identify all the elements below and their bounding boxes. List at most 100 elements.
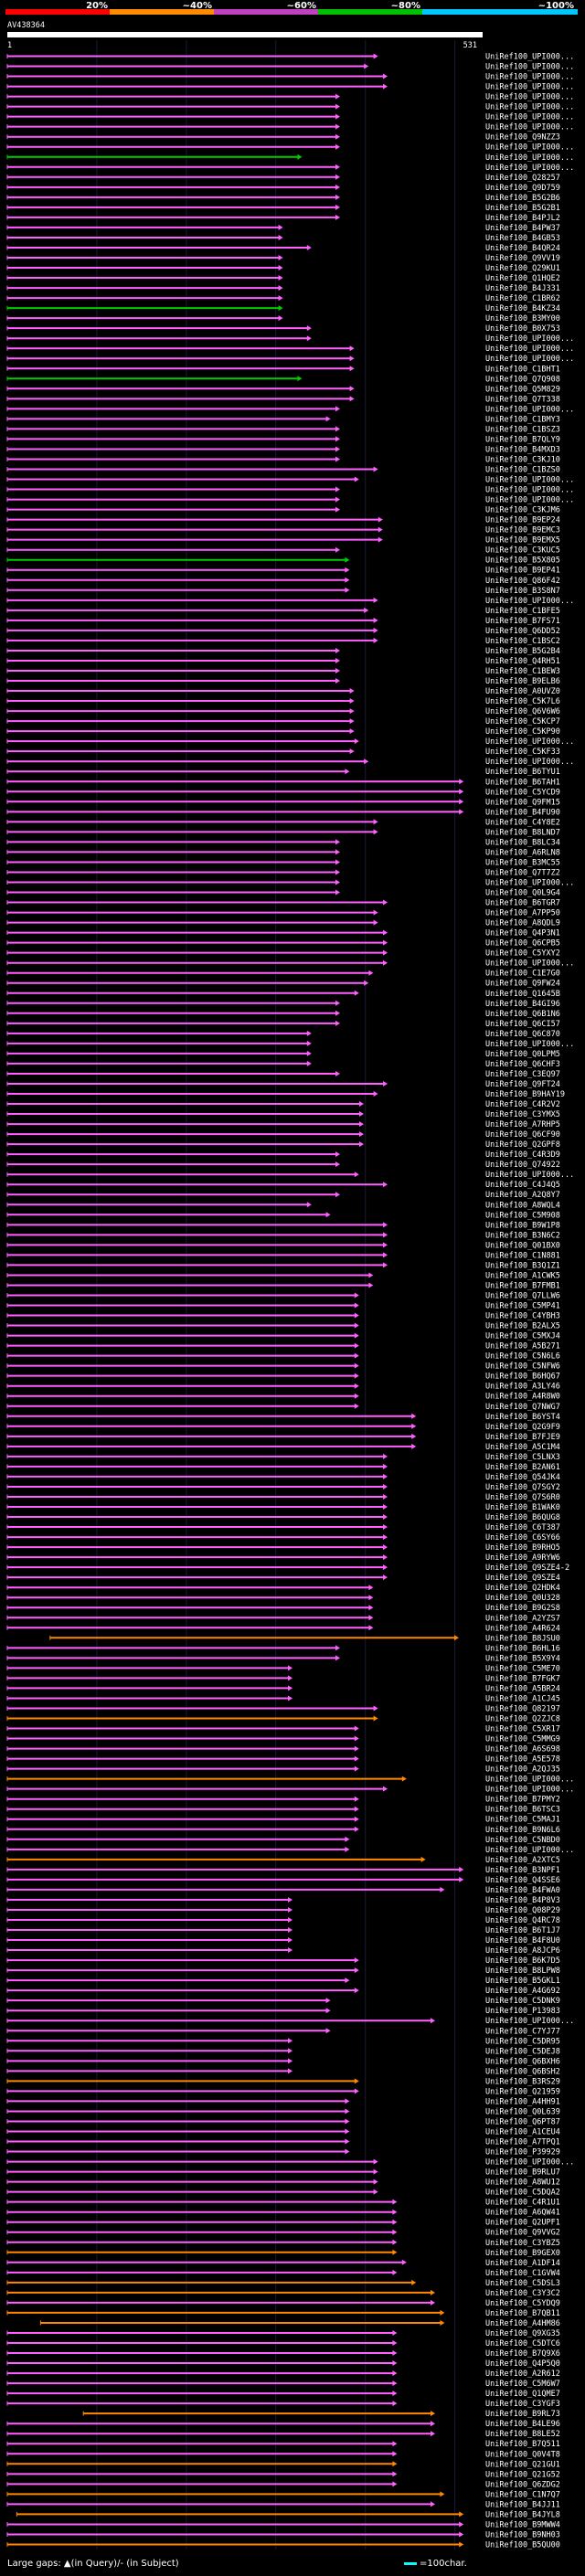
hit-row[interactable]: UniRef100_C6T387 [6,1523,560,1532]
hit-label[interactable]: UniRef100_UPI000... [485,1171,574,1180]
hit-row[interactable]: UniRef100_Q9SZE4 [6,1574,560,1583]
hit-label[interactable]: UniRef100_Q7Q908 [485,375,560,384]
hit-label[interactable]: UniRef100_C5K7L6 [485,697,560,706]
hit-label[interactable]: UniRef100_Q6B1N6 [485,1010,560,1019]
hit-label[interactable]: UniRef100_A6RLN8 [485,848,560,857]
hit-label[interactable]: UniRef100_B9ELB6 [485,677,560,686]
hit-label[interactable]: UniRef100_B5QU00 [485,2540,560,2549]
hit-label[interactable]: UniRef100_Q2UPF1 [485,2219,560,2228]
hit-label[interactable]: UniRef100_UPI000... [485,63,574,72]
hit-row[interactable]: UniRef100_B1WAK0 [6,1503,560,1512]
hit-label[interactable]: UniRef100_C5XR17 [485,1725,560,1734]
hit-label[interactable]: UniRef100_Q7S6R0 [485,1493,560,1502]
hit-label[interactable]: UniRef100_C6SY66 [485,1533,560,1542]
hit-row[interactable]: UniRef100_Q7SGY2 [6,1483,560,1492]
hit-label[interactable]: UniRef100_Q21959 [485,2087,560,2096]
hit-label[interactable]: UniRef100_A5BR24 [485,1684,560,1693]
hit-row[interactable]: UniRef100_Q2UPF1 [6,2219,560,2228]
hit-label[interactable]: UniRef100_C5DR95 [485,2037,560,2046]
hit-label[interactable]: UniRef100_Q2ZJC8 [485,1715,560,1724]
hit-row[interactable]: UniRef100_A4HH91 [6,2097,560,2106]
hit-label[interactable]: UniRef100_UPI000... [485,154,574,163]
hit-row[interactable]: UniRef100_Q6CPB5 [6,939,560,949]
hit-row[interactable]: UniRef100_Q4RH51 [6,657,560,666]
hit-row[interactable]: UniRef100_C5KP90 [6,727,560,737]
hit-row[interactable]: UniRef100_A7PP50 [6,909,560,918]
hit-label[interactable]: UniRef100_C5LNX3 [485,1453,560,1462]
hit-label[interactable]: UniRef100_C1BMY3 [485,415,560,424]
hit-label[interactable]: UniRef100_B6YST4 [485,1413,560,1422]
hit-label[interactable]: UniRef100_B5X9Y4 [485,1654,560,1663]
hit-label[interactable]: UniRef100_B8LPW8 [485,1966,560,1976]
hit-row[interactable]: UniRef100_C3YBZ5 [6,2239,560,2248]
hit-label[interactable]: UniRef100_C5DNK9 [485,1997,560,2006]
hit-row[interactable]: UniRef100_C5M908 [6,1211,560,1220]
hit-label[interactable]: UniRef100_A6S698 [485,1745,560,1754]
hit-row[interactable]: UniRef100_UPI000... [6,1846,574,1855]
hit-row[interactable]: UniRef100_C5DSL3 [6,2279,560,2288]
hit-row[interactable]: UniRef100_B7QLY9 [6,435,560,444]
hit-row[interactable]: UniRef100_C1BFE5 [6,607,560,616]
hit-label[interactable]: UniRef100_A7TPQ1 [485,2138,560,2147]
hit-row[interactable]: UniRef100_Q4RC78 [6,1916,560,1925]
hit-row[interactable]: UniRef100_B4PJL2 [6,214,560,223]
hit-label[interactable]: UniRef100_B6QUG8 [485,1513,560,1522]
hit-label[interactable]: UniRef100_B7FJE9 [485,1433,560,1442]
hit-label[interactable]: UniRef100_UPI000... [485,355,574,364]
hit-label[interactable]: UniRef100_C6T387 [485,1523,560,1532]
hit-row[interactable]: UniRef100_Q2ZJC8 [6,1715,560,1724]
hit-row[interactable]: UniRef100_UPI000... [6,164,574,173]
hit-row[interactable]: UniRef100_Q4P5Q0 [6,2359,560,2369]
hit-label[interactable]: UniRef100_C5YXY2 [485,949,560,959]
hit-row[interactable]: UniRef100_B8LE52 [6,2430,560,2439]
hit-label[interactable]: UniRef100_B3MY00 [485,314,560,323]
hit-row[interactable]: UniRef100_UPI000... [6,355,574,364]
hit-label[interactable]: UniRef100_C5KF33 [485,747,560,757]
hit-label[interactable]: UniRef100_UPI000... [485,103,574,112]
hit-label[interactable]: UniRef100_Q2HDK4 [485,1584,560,1593]
hit-label[interactable]: UniRef100_B8LC34 [485,838,560,847]
hit-label[interactable]: UniRef100_C1BR62 [485,294,560,303]
hit-label[interactable]: UniRef100_Q1645B [485,990,560,999]
hit-label[interactable]: UniRef100_Q7T7Z2 [485,868,560,877]
hit-label[interactable]: UniRef100_B5GKL1 [485,1977,560,1986]
hit-label[interactable]: UniRef100_B0X753 [485,324,560,334]
hit-label[interactable]: UniRef100_Q0LPM5 [485,1050,560,1059]
hit-label[interactable]: UniRef100_C3EQ97 [485,1070,560,1079]
hit-row[interactable]: UniRef100_B9RHO5 [6,1543,560,1553]
hit-label[interactable]: UniRef100_B6T1J7 [485,1926,560,1935]
hit-label[interactable]: UniRef100_B9RHO5 [485,1543,560,1553]
hit-label[interactable]: UniRef100_C4YBH3 [485,1312,560,1321]
hit-row[interactable]: UniRef100_B9NH03 [6,2530,560,2539]
hit-label[interactable]: UniRef100_Q9SZE4 [485,1574,560,1583]
hit-label[interactable]: UniRef100_B4LE96 [485,2420,560,2429]
hit-label[interactable]: UniRef100_A8QDL9 [485,919,560,928]
hit-label[interactable]: UniRef100_C3KJM6 [485,506,560,515]
hit-row[interactable]: UniRef100_Q54JK4 [6,1473,560,1482]
hit-row[interactable]: UniRef100_B9G2S8 [6,1604,560,1613]
hit-label[interactable]: UniRef100_B5G2B6 [485,194,560,203]
hit-label[interactable]: UniRef100_Q54JK4 [485,1473,560,1482]
hit-label[interactable]: UniRef100_B4F8U0 [485,1936,560,1945]
hit-label[interactable]: UniRef100_B2ALX5 [485,1322,560,1331]
hit-label[interactable]: UniRef100_Q0L639 [485,2107,560,2116]
hit-label[interactable]: UniRef100_B3NPF1 [485,1866,560,1875]
hit-row[interactable]: UniRef100_C4J4Q5 [6,1181,560,1190]
hit-row[interactable]: UniRef100_C5KCP7 [6,717,560,726]
hit-row[interactable]: UniRef100_B5G2B1 [6,204,560,213]
hit-label[interactable]: UniRef100_UPI000... [485,1786,574,1795]
hit-label[interactable]: UniRef100_Q9VVG2 [485,2229,560,2238]
hit-row[interactable]: UniRef100_Q9D759 [6,184,560,193]
hit-label[interactable]: UniRef100_C5KCP7 [485,717,560,726]
hit-row[interactable]: UniRef100_C1BR62 [6,294,560,303]
hit-row[interactable]: UniRef100_B9ELB6 [6,677,560,686]
hit-row[interactable]: UniRef100_B7FS71 [6,617,560,626]
hit-row[interactable]: UniRef100_C1BZS0 [6,466,560,475]
hit-row[interactable]: UniRef100_UPI000... [6,1040,574,1049]
hit-label[interactable]: UniRef100_UPI000... [485,345,574,354]
hit-row[interactable]: UniRef100_Q08P29 [6,1906,560,1915]
hit-row[interactable]: UniRef100_B2ALX5 [6,1322,560,1331]
hit-label[interactable]: UniRef100_Q4RH51 [485,657,560,666]
hit-row[interactable]: UniRef100_B8LPW8 [6,1966,560,1976]
hit-label[interactable]: UniRef100_C4J4Q5 [485,1181,560,1190]
